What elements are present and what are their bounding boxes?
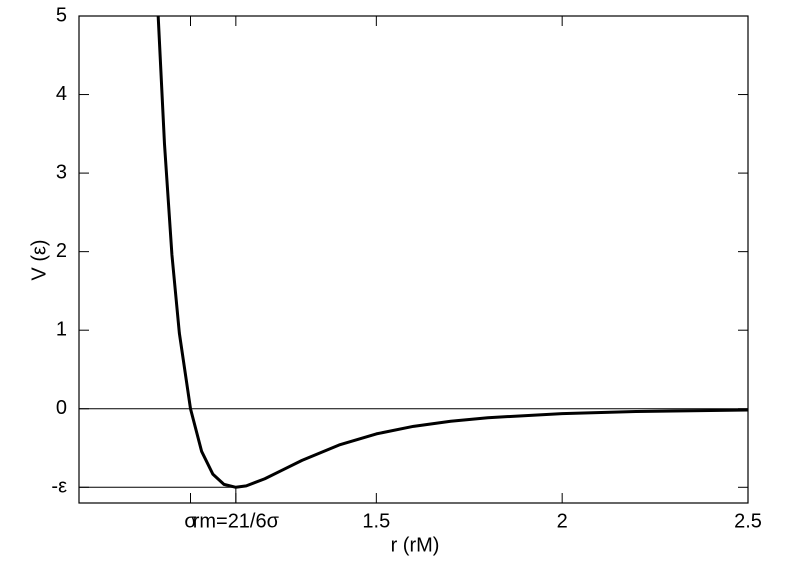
y-tick-label: 5	[56, 4, 67, 26]
plot-frame	[78, 15, 749, 504]
x-tick-label: 2	[557, 510, 568, 532]
y-axis-label: V (ε)	[28, 239, 50, 280]
x-tick-label: 1.5	[362, 510, 390, 532]
y-tick-label: 2	[56, 240, 67, 262]
y-tick-label: 4	[56, 83, 67, 105]
x-tick-label: rm=21/6σ	[193, 510, 280, 532]
y-tick-label: 3	[56, 161, 67, 183]
line-series	[156, 15, 749, 489]
x-tick-label: σ	[184, 510, 197, 532]
x-tick-label: 2.5	[734, 510, 762, 532]
y-tick-label: 1	[56, 318, 67, 340]
x-axis-label: r (rM)	[391, 534, 440, 556]
y-tick-label: 0	[56, 397, 67, 419]
y-tick-label: -ε	[51, 476, 67, 498]
